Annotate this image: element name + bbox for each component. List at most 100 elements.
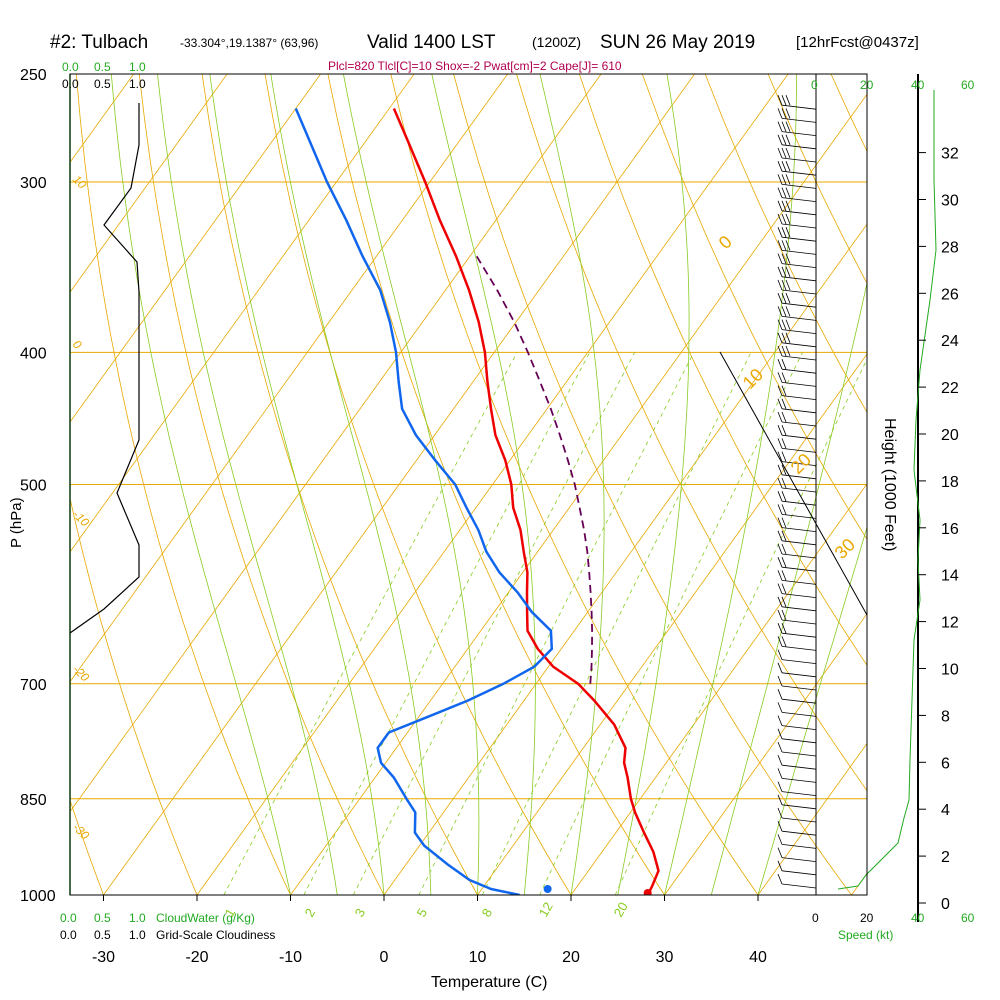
wind-barb-flag — [781, 570, 787, 581]
wind-barb-flag — [781, 398, 787, 409]
wind-barb-shaft — [781, 778, 817, 783]
wind-barb-shaft — [781, 395, 817, 400]
height-tick-label: 20 — [941, 427, 959, 444]
wind-barb-flag — [781, 609, 787, 621]
parcel-trace — [475, 255, 594, 684]
wind-barb-flag — [777, 108, 783, 119]
wind-barb — [777, 728, 817, 744]
wind-barb-shaft — [781, 236, 817, 242]
wind-barb-flag — [785, 200, 791, 211]
dry-adiabat-line — [70, 496, 198, 895]
wind-barb-flag — [777, 834, 783, 845]
wind-barb-flag — [777, 266, 783, 277]
wind-barb-shaft — [781, 250, 817, 255]
pressure-tick-label: 300 — [20, 175, 47, 192]
wind-barb — [777, 293, 817, 308]
pressure-tick-label: 500 — [20, 478, 47, 495]
wind-barb-flag — [781, 147, 787, 159]
wind-barb — [777, 134, 817, 150]
wind-barb-shaft — [781, 566, 817, 572]
isotherm-line — [664, 613, 867, 895]
wind-barb-flag — [777, 596, 783, 607]
mixing-ratio-line — [418, 352, 695, 895]
wind-barb-flag — [777, 557, 783, 568]
pressure-tick-label: 250 — [20, 67, 47, 84]
wind-barb-shaft — [781, 606, 817, 612]
isotherm-line — [70, 74, 228, 293]
wind-barb — [777, 530, 817, 546]
wind-barb-flag — [777, 293, 783, 304]
dry-adiabat-line — [579, 74, 867, 666]
wind-barb-flag — [785, 293, 791, 304]
height-tick-label: 12 — [941, 615, 959, 632]
wind-barb-flag — [781, 583, 787, 594]
moist-adiabat-line — [539, 74, 605, 895]
speed-tick: 60 — [961, 78, 975, 92]
cloudiness-top-tick: 1.0 — [129, 77, 146, 91]
cloudwater-top-tick: 0.0 — [62, 60, 79, 74]
wind-barb — [777, 583, 817, 598]
wind-barb-shaft — [781, 659, 817, 664]
wind-barb — [777, 213, 817, 229]
wind-barb — [777, 385, 817, 400]
wind-barb — [777, 623, 817, 638]
wind-barb — [777, 306, 817, 321]
wind-barb-flag — [785, 187, 791, 198]
wind-barb-shaft — [781, 329, 817, 334]
wind-barb-shaft — [781, 210, 817, 216]
cloudiness-bottom-tick: 0.0 — [60, 928, 77, 942]
wind-speed-profile — [837, 90, 937, 890]
dry-adiabat-line — [453, 74, 853, 895]
wind-barb-flag — [781, 491, 787, 502]
wind-barb-flag — [785, 121, 791, 132]
wind-barb-flag — [777, 702, 783, 713]
wind-barb — [777, 319, 817, 334]
wind-barb-shaft — [781, 144, 817, 150]
height-tick-label: 16 — [941, 521, 959, 538]
moist-adiabat-line — [270, 74, 432, 895]
wind-barb-flag — [777, 161, 783, 172]
wind-barb-shaft — [781, 870, 817, 876]
wind-barb-flag — [785, 95, 791, 106]
wind-barb-flag — [777, 438, 783, 449]
wind-barb-flag — [777, 623, 783, 634]
wind-barb-shaft — [781, 764, 817, 770]
wind-barb-flag — [781, 161, 787, 172]
wind-barb-shaft — [781, 382, 817, 387]
wind-barb-flag — [781, 504, 787, 515]
temperature-tick-label: 0 — [380, 949, 389, 966]
wind-barb-shaft — [781, 421, 817, 427]
wind-barb-shaft — [781, 817, 817, 823]
wind-barb-shaft — [781, 593, 817, 598]
wind-barb-flag — [777, 319, 783, 330]
wind-barb — [777, 609, 817, 625]
moist-adiabat-line — [209, 74, 385, 895]
height-tick-label: 2 — [941, 849, 950, 866]
wind-barb — [777, 794, 817, 810]
isotherm-label: 0 — [70, 337, 85, 352]
wind-barb-shaft — [781, 276, 817, 282]
wind-barb-flag — [777, 306, 783, 317]
speed-tick: 0 — [811, 78, 818, 92]
mixing-ratio-line — [481, 352, 752, 895]
wind-barb-flag — [785, 174, 791, 185]
speed-tick-bottom: 0 — [812, 911, 819, 925]
wind-barb-shaft — [781, 263, 817, 268]
wind-barb — [777, 636, 817, 651]
wind-barb-flag — [781, 293, 787, 304]
isotherm-line — [945, 0, 1000, 895]
wind-barb-flag — [777, 372, 783, 383]
wind-barb-shaft — [781, 791, 817, 796]
wind-barb-shaft — [781, 434, 817, 440]
wind-barb — [777, 372, 817, 387]
wind-barb-flag — [777, 95, 783, 106]
wind-barb-shaft — [781, 580, 817, 585]
height-tick-label: 30 — [941, 193, 959, 210]
dry-adiabat-line — [516, 74, 867, 792]
wind-barb — [777, 108, 817, 123]
wind-barb — [777, 121, 817, 136]
wind-barb-flag — [785, 345, 791, 357]
speed-tick: 40 — [911, 78, 925, 92]
x-axis-label: Temperature (C) — [431, 974, 547, 991]
